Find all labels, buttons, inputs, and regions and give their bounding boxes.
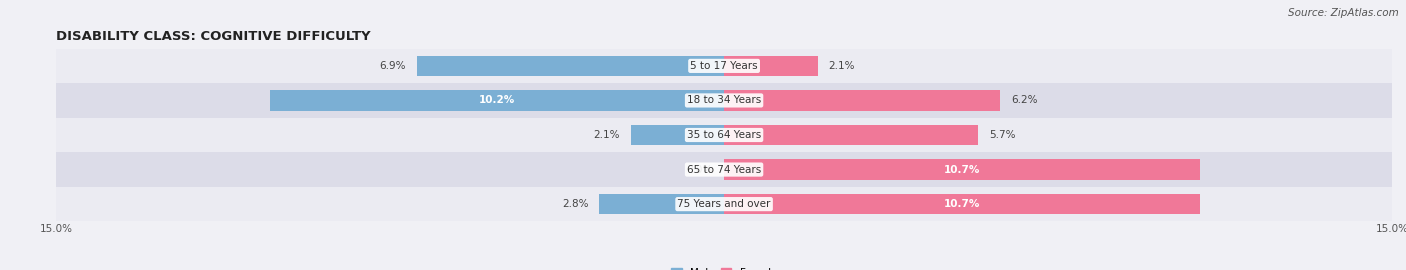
Text: 5.7%: 5.7% (988, 130, 1015, 140)
Text: 2.8%: 2.8% (562, 199, 588, 209)
Text: 75 Years and over: 75 Years and over (678, 199, 770, 209)
Text: 10.2%: 10.2% (479, 95, 515, 106)
Text: 65 to 74 Years: 65 to 74 Years (688, 164, 761, 175)
Bar (56, 83, 1392, 118)
Text: 10.7%: 10.7% (943, 199, 980, 209)
Bar (630, 125, 724, 145)
Bar (56, 152, 1392, 187)
Bar (724, 56, 818, 76)
Text: Source: ZipAtlas.com: Source: ZipAtlas.com (1288, 8, 1399, 18)
Bar (270, 90, 724, 111)
Bar (724, 90, 1000, 111)
Text: 18 to 34 Years: 18 to 34 Years (688, 95, 761, 106)
Text: 5 to 17 Years: 5 to 17 Years (690, 61, 758, 71)
Text: 6.9%: 6.9% (380, 61, 406, 71)
Bar (56, 118, 1392, 152)
Text: 0.0%: 0.0% (686, 164, 713, 175)
Bar (56, 187, 1392, 221)
Bar (724, 194, 1201, 214)
Text: 35 to 64 Years: 35 to 64 Years (688, 130, 761, 140)
Text: DISABILITY CLASS: COGNITIVE DIFFICULTY: DISABILITY CLASS: COGNITIVE DIFFICULTY (56, 30, 371, 43)
Text: 2.1%: 2.1% (828, 61, 855, 71)
Text: 6.2%: 6.2% (1011, 95, 1038, 106)
Text: 2.1%: 2.1% (593, 130, 620, 140)
Text: 10.7%: 10.7% (943, 164, 980, 175)
Bar (599, 194, 724, 214)
Bar (724, 159, 1201, 180)
Bar (418, 56, 724, 76)
Bar (56, 49, 1392, 83)
Legend: Male, Female: Male, Female (666, 264, 782, 270)
Bar (724, 125, 979, 145)
